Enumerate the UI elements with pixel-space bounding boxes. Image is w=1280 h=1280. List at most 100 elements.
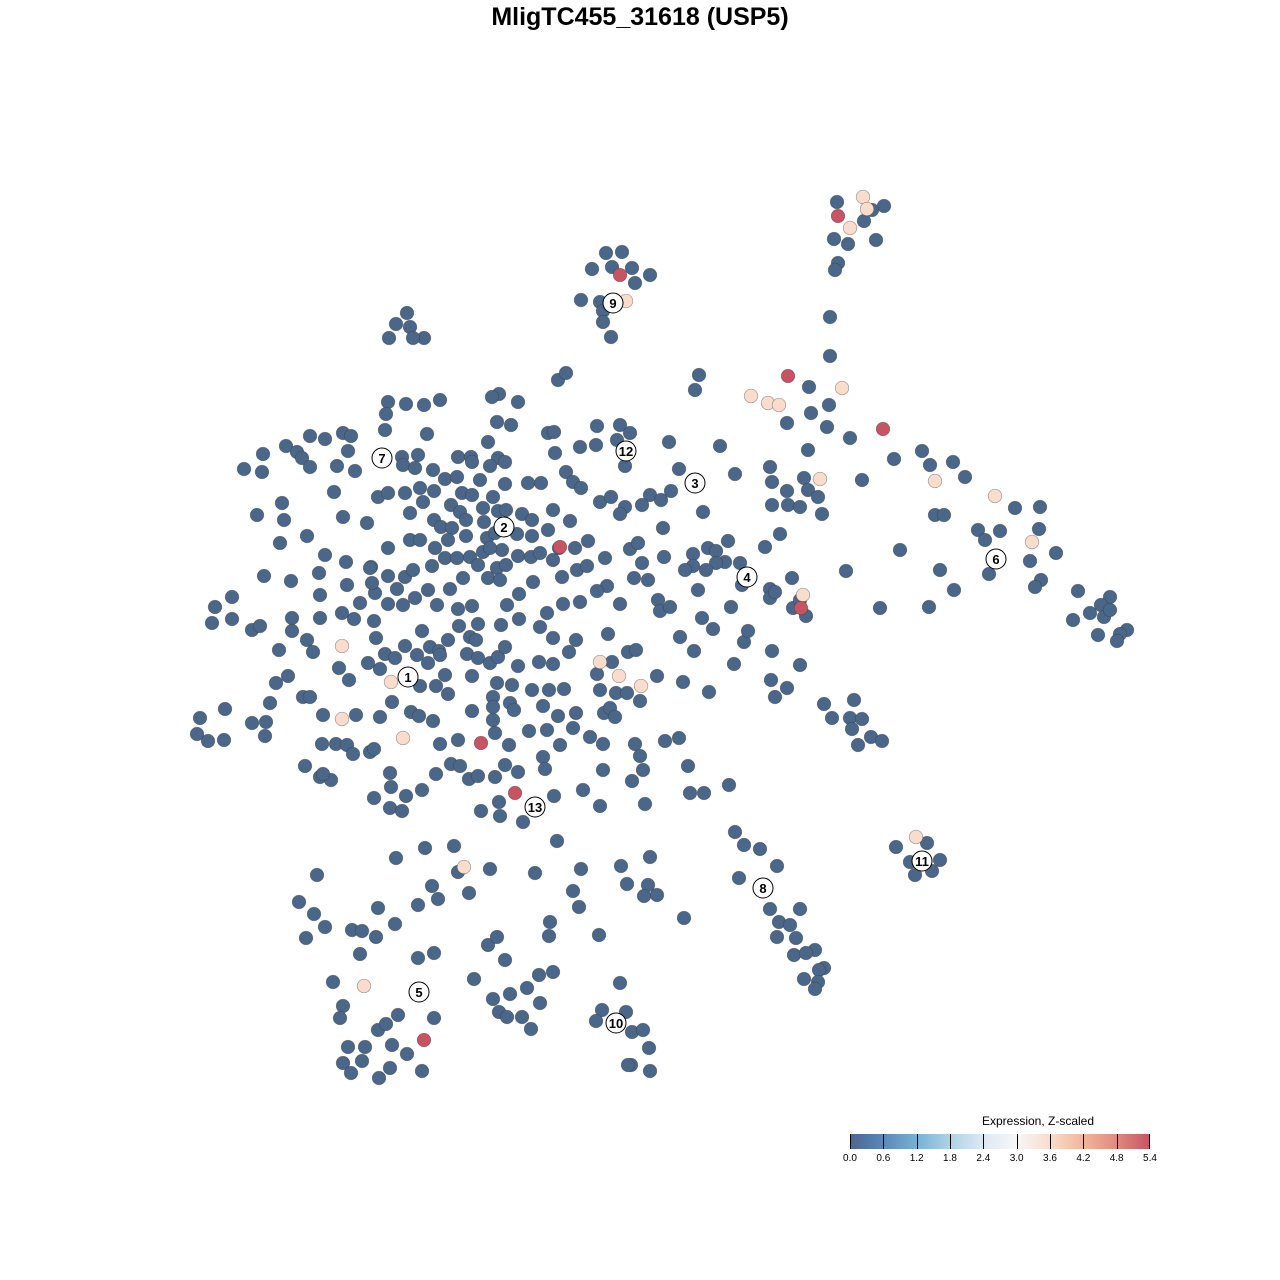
cluster-label-badge: [371, 447, 393, 469]
data-point: [822, 309, 838, 325]
data-point: [276, 512, 292, 528]
data-point: [414, 623, 430, 639]
data-point: [420, 582, 436, 598]
data-point: [334, 605, 350, 621]
data-point: [523, 1021, 539, 1037]
data-point: [489, 675, 505, 691]
data-point: [708, 555, 724, 571]
data-point: [302, 428, 318, 444]
data-point: [357, 1039, 373, 1055]
data-point: [398, 788, 414, 804]
data-point: [405, 330, 421, 346]
data-point: [432, 736, 448, 752]
data-point: [1090, 627, 1106, 643]
data-point: [589, 583, 605, 599]
legend-tick-label: 0.0: [843, 1153, 857, 1164]
data-point: [591, 927, 607, 943]
data-point: [405, 562, 421, 578]
data-point: [343, 1065, 359, 1081]
data-point: [372, 661, 388, 677]
data-point: [366, 741, 382, 757]
data-point: [244, 715, 260, 731]
data-point: [424, 878, 440, 894]
data-point: [649, 668, 665, 684]
data-point: [411, 708, 427, 724]
data-point: [389, 581, 405, 597]
data-point: [1065, 612, 1081, 628]
data-point: [642, 267, 658, 283]
data-point: [614, 244, 630, 260]
data-point: [757, 539, 773, 555]
data-point: [492, 572, 508, 588]
data-point: [562, 513, 578, 529]
cluster-label-text: 6: [992, 552, 999, 567]
data-point: [384, 1037, 400, 1053]
data-point: [334, 711, 350, 727]
data-point: [800, 482, 816, 498]
data-point: [236, 461, 252, 477]
data-point: [603, 329, 619, 345]
data-point: [464, 703, 480, 719]
legend-tick-label: 4.2: [1076, 1153, 1091, 1164]
cluster-label: 13: [524, 796, 546, 818]
data-point: [892, 542, 908, 558]
data-point: [497, 476, 513, 492]
data-point: [340, 443, 356, 459]
data-point: [498, 557, 514, 573]
data-point: [708, 543, 724, 559]
data-point: [811, 962, 827, 978]
data-point: [329, 458, 345, 474]
data-point: [992, 523, 1008, 539]
data-point: [1032, 499, 1048, 515]
data-point: [731, 870, 747, 886]
cluster-label: 12: [615, 440, 637, 462]
data-point: [352, 595, 368, 611]
data-point: [338, 554, 354, 570]
data-point: [380, 540, 396, 556]
data-point: [437, 667, 453, 683]
data-point: [788, 930, 804, 946]
data-point: [255, 446, 271, 462]
data-point: [249, 507, 265, 523]
data-point: [539, 722, 555, 738]
data-point: [482, 458, 498, 474]
data-point: [1022, 553, 1038, 569]
data-point: [473, 735, 489, 751]
data-point: [317, 547, 333, 563]
data-point: [573, 861, 589, 877]
data-point: [671, 730, 687, 746]
points-layer: [189, 189, 1135, 1086]
data-point: [540, 522, 556, 538]
data-point: [595, 314, 611, 330]
data-point: [372, 709, 388, 725]
data-point: [671, 461, 687, 477]
data-point: [627, 275, 643, 291]
data-point: [510, 394, 526, 410]
data-point: [584, 261, 600, 277]
data-point: [368, 630, 384, 646]
data-point: [846, 692, 862, 708]
data-point: [796, 971, 812, 987]
data-point: [558, 365, 574, 381]
data-point: [622, 425, 638, 441]
data-point: [314, 736, 330, 752]
data-point: [490, 649, 506, 665]
data-point: [840, 236, 856, 252]
data-point: [561, 644, 577, 660]
cluster-label: 3: [684, 472, 706, 494]
data-point: [594, 1002, 610, 1018]
data-point: [297, 758, 313, 774]
data-point: [1048, 545, 1064, 561]
data-point: [298, 930, 314, 946]
data-point: [597, 550, 613, 566]
data-point: [571, 899, 587, 915]
data-point: [348, 707, 364, 723]
data-point: [402, 505, 418, 521]
data-point: [736, 837, 752, 853]
data-point: [412, 532, 428, 548]
data-point: [854, 472, 870, 488]
data-point: [484, 389, 500, 405]
data-point: [872, 600, 888, 616]
data-point: [554, 569, 570, 585]
data-point: [672, 629, 688, 645]
